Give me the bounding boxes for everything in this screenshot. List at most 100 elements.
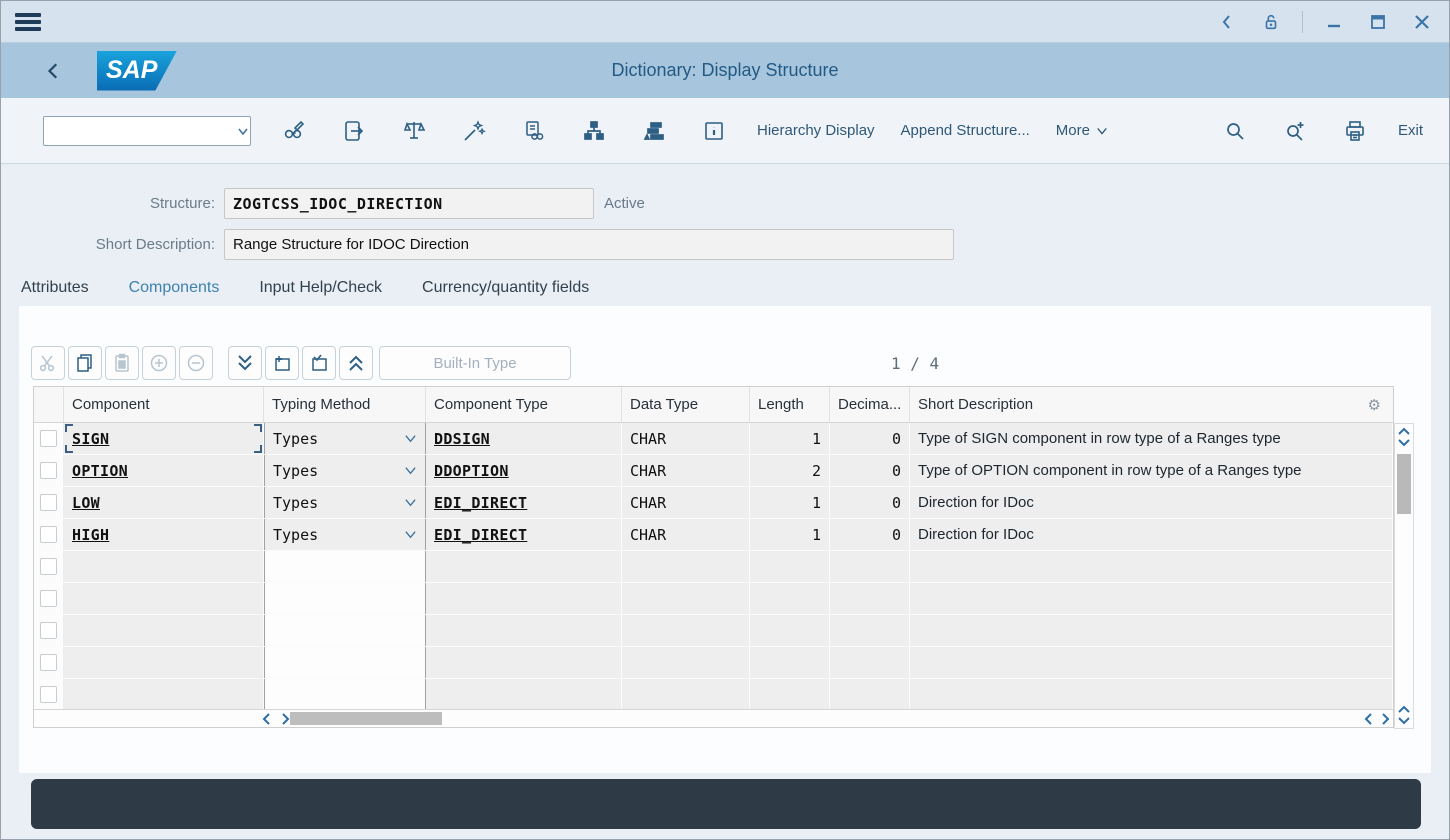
scroll-up-icon[interactable] [1398, 427, 1410, 436]
component-type-cell[interactable]: DDSIGN [426, 423, 622, 454]
tab-currency-quantity-fields[interactable]: Currency/quantity fields [422, 279, 590, 296]
typing-method-select[interactable] [264, 551, 426, 582]
vertical-scrollbar[interactable] [1394, 423, 1414, 729]
remove-icon[interactable] [179, 346, 213, 380]
component-link[interactable]: LOW [72, 493, 100, 512]
component-type-cell[interactable] [426, 551, 622, 582]
component-link[interactable]: OPTION [72, 461, 128, 480]
component-cell[interactable]: LOW [64, 487, 264, 518]
short-description-field[interactable]: Range Structure for IDOC Direction [224, 229, 954, 260]
component-cell[interactable] [64, 679, 264, 710]
export-icon[interactable] [337, 114, 371, 148]
command-field[interactable] [43, 115, 251, 146]
row-checkbox[interactable] [40, 654, 57, 671]
structure-field[interactable]: ZOGTCSS_IDOC_DIRECTION [224, 188, 594, 219]
component-link[interactable]: HIGH [72, 525, 110, 544]
horizontal-scroll-thumb[interactable] [290, 712, 442, 725]
typing-method-select[interactable]: Types [264, 519, 426, 550]
row-checkbox[interactable] [40, 558, 57, 575]
component-cell[interactable]: HIGH [64, 519, 264, 550]
component-type-cell[interactable]: EDI_DIRECT [426, 487, 622, 518]
scroll-down-icon[interactable] [1398, 438, 1410, 447]
activate-icon[interactable] [457, 114, 491, 148]
component-cell[interactable] [64, 615, 264, 646]
row-checkbox[interactable] [40, 590, 57, 607]
hierarchy-icon[interactable] [577, 114, 611, 148]
row-checkbox[interactable] [40, 622, 57, 639]
scroll-left-icon[interactable] [262, 712, 272, 725]
where-used-list-icon[interactable] [517, 114, 551, 148]
back-button[interactable] [39, 56, 69, 86]
component-type-cell[interactable] [426, 615, 622, 646]
print-icon[interactable] [1338, 114, 1372, 148]
horizontal-scrollbar[interactable] [34, 709, 1393, 727]
cut-icon[interactable] [31, 346, 65, 380]
table-settings-icon[interactable]: ⚙ [1367, 396, 1381, 414]
row-checkbox[interactable] [40, 526, 57, 543]
typing-method-select[interactable] [264, 615, 426, 646]
scroll-right-icon[interactable] [280, 712, 290, 725]
typing-method-select[interactable] [264, 583, 426, 614]
component-cell[interactable]: OPTION [64, 455, 264, 486]
typing-method-select[interactable]: Types [264, 487, 426, 518]
column-header-length[interactable]: Length [750, 387, 830, 422]
tab-attributes[interactable]: Attributes [21, 279, 89, 296]
chevron-down-icon[interactable] [404, 464, 417, 477]
component-type-cell[interactable] [426, 583, 622, 614]
typing-method-select[interactable]: Types [264, 455, 426, 486]
search-plus-icon[interactable] [1278, 114, 1312, 148]
search-icon[interactable] [1218, 114, 1252, 148]
add-icon[interactable] [142, 346, 176, 380]
component-type-cell[interactable]: DDOPTION [426, 455, 622, 486]
component-type-link[interactable]: DDSIGN [434, 429, 490, 448]
chevron-down-icon[interactable] [236, 117, 250, 145]
chevron-down-icon[interactable] [404, 432, 417, 445]
unlock-icon[interactable] [1258, 9, 1284, 35]
nav-back-icon[interactable] [1214, 9, 1240, 35]
scroll-left-icon[interactable] [1364, 712, 1374, 725]
consistency-check-icon[interactable] [397, 114, 431, 148]
typing-method-select[interactable] [264, 647, 426, 678]
expand-all-icon[interactable] [228, 346, 262, 380]
copy-icon[interactable] [68, 346, 102, 380]
column-header-data-type[interactable]: Data Type [622, 387, 750, 422]
scroll-right-icon[interactable] [1380, 712, 1390, 725]
collapse-all-icon[interactable] [339, 346, 373, 380]
exit-button[interactable]: Exit [1397, 122, 1423, 139]
component-type-cell[interactable] [426, 647, 622, 678]
component-type-link[interactable]: EDI_DIRECT [434, 493, 528, 512]
column-header-typing-method[interactable]: Typing Method [264, 387, 426, 422]
component-type-link[interactable]: EDI_DIRECT [434, 525, 528, 544]
column-header-decimals[interactable]: Decima... [830, 387, 910, 422]
typing-method-select[interactable] [264, 679, 426, 710]
component-cell[interactable]: SIGN [64, 423, 264, 454]
component-type-cell[interactable] [426, 679, 622, 710]
component-cell[interactable] [64, 551, 264, 582]
scroll-up-icon[interactable] [1398, 705, 1410, 714]
row-checkbox[interactable] [40, 686, 57, 703]
chevron-down-icon[interactable] [404, 528, 417, 541]
component-link[interactable]: SIGN [72, 429, 110, 448]
more-button[interactable]: More [1056, 122, 1108, 139]
delete-row-icon[interactable] [302, 346, 336, 380]
built-in-type-button[interactable]: Built-In Type [379, 346, 571, 380]
tab-input-help-check[interactable]: Input Help/Check [259, 279, 383, 296]
hierarchy-display-button[interactable]: Hierarchy Display [757, 122, 875, 139]
minimize-icon[interactable] [1321, 9, 1347, 35]
row-checkbox[interactable] [40, 494, 57, 511]
append-structure-button[interactable]: Append Structure... [900, 122, 1030, 139]
display-change-icon[interactable] [277, 114, 311, 148]
row-checkbox[interactable] [40, 430, 57, 447]
column-header-short-description[interactable]: Short Description ⚙ [910, 387, 1393, 422]
maximize-icon[interactable] [1365, 9, 1391, 35]
paste-icon[interactable] [105, 346, 139, 380]
runtime-object-icon[interactable] [637, 114, 671, 148]
column-header-component[interactable]: Component [64, 387, 264, 422]
row-checkbox[interactable] [40, 462, 57, 479]
information-icon[interactable] [697, 114, 731, 148]
component-type-cell[interactable]: EDI_DIRECT [426, 519, 622, 550]
component-type-link[interactable]: DDOPTION [434, 461, 509, 480]
column-header-component-type[interactable]: Component Type [426, 387, 622, 422]
menu-icon[interactable] [15, 12, 41, 31]
vertical-scroll-thumb[interactable] [1397, 454, 1411, 514]
